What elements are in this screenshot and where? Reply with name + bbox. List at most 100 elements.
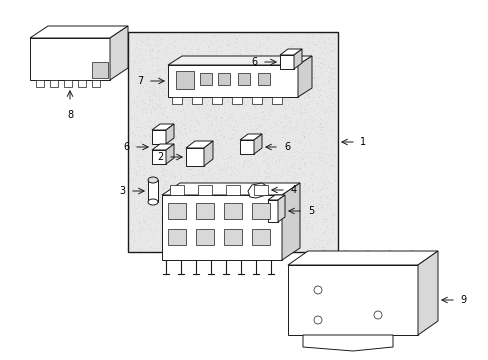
Point — [170, 173, 178, 179]
Point — [285, 44, 293, 49]
Point — [275, 45, 283, 51]
Text: 3: 3 — [119, 186, 125, 196]
Point — [168, 95, 176, 100]
Point — [286, 45, 294, 50]
Point — [309, 169, 317, 175]
Point — [146, 51, 154, 57]
Point — [179, 102, 187, 108]
Point — [175, 143, 183, 148]
Point — [300, 181, 307, 187]
Point — [224, 98, 232, 103]
Point — [131, 58, 139, 63]
Point — [261, 46, 268, 51]
Point — [222, 213, 229, 219]
Point — [177, 183, 184, 188]
Bar — [224, 229, 242, 245]
Point — [282, 146, 289, 152]
Point — [201, 38, 209, 44]
Point — [208, 129, 216, 134]
Point — [286, 32, 294, 38]
Point — [290, 135, 298, 141]
Point — [303, 116, 310, 122]
Point — [231, 129, 239, 135]
Point — [286, 100, 294, 106]
Point — [191, 196, 199, 202]
Point — [261, 35, 268, 41]
Point — [139, 111, 146, 116]
Point — [147, 184, 155, 190]
Point — [262, 199, 269, 204]
Point — [316, 120, 324, 126]
Point — [211, 147, 219, 153]
Point — [302, 86, 310, 92]
Point — [295, 166, 303, 171]
Point — [192, 140, 200, 145]
Point — [320, 170, 328, 176]
Point — [158, 137, 165, 143]
Point — [141, 133, 149, 139]
Point — [186, 126, 194, 131]
Point — [291, 119, 299, 125]
Point — [187, 117, 195, 123]
Point — [245, 238, 253, 243]
Point — [269, 208, 277, 213]
Point — [259, 41, 266, 47]
Point — [282, 114, 290, 120]
Point — [170, 170, 178, 176]
Point — [223, 201, 231, 206]
Point — [300, 161, 308, 167]
Point — [150, 121, 158, 126]
Point — [271, 212, 279, 217]
Point — [168, 86, 176, 92]
Point — [134, 160, 142, 166]
Point — [241, 139, 249, 144]
Text: 6: 6 — [284, 142, 289, 152]
Point — [283, 166, 290, 172]
Point — [308, 187, 316, 193]
Point — [197, 111, 205, 116]
Point — [300, 106, 307, 112]
Point — [214, 140, 222, 145]
Point — [138, 105, 145, 111]
Point — [132, 210, 140, 216]
Point — [184, 126, 192, 132]
Point — [187, 141, 195, 147]
Point — [292, 192, 300, 198]
Point — [172, 244, 180, 250]
Point — [253, 125, 261, 131]
Point — [268, 78, 276, 84]
Point — [231, 120, 239, 126]
Point — [160, 112, 168, 118]
Point — [182, 123, 190, 129]
Point — [311, 63, 319, 68]
Point — [307, 197, 315, 203]
Point — [312, 147, 320, 153]
Circle shape — [373, 311, 381, 319]
Point — [264, 36, 272, 42]
Point — [325, 200, 332, 206]
Point — [224, 33, 232, 39]
Point — [173, 214, 181, 220]
Point — [308, 242, 316, 247]
Point — [273, 36, 281, 42]
Point — [307, 61, 315, 67]
Point — [274, 164, 282, 170]
Point — [137, 134, 144, 139]
Point — [259, 92, 266, 98]
Point — [147, 104, 155, 110]
Point — [289, 159, 297, 165]
Point — [290, 65, 298, 71]
Point — [268, 77, 276, 83]
Point — [192, 38, 200, 44]
Point — [253, 188, 261, 194]
Point — [253, 85, 261, 91]
Point — [307, 212, 315, 218]
Point — [302, 109, 309, 114]
Point — [165, 156, 173, 162]
Point — [158, 36, 165, 42]
Point — [303, 201, 310, 207]
Point — [168, 89, 176, 94]
Point — [145, 125, 153, 131]
Point — [132, 76, 140, 82]
Point — [204, 44, 212, 49]
